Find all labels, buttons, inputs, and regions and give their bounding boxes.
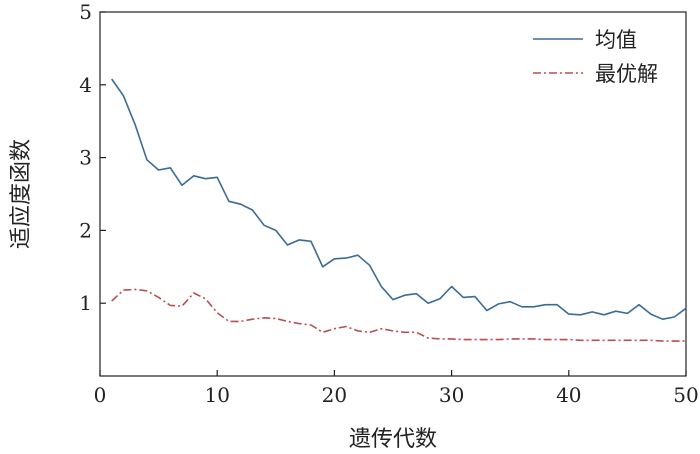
y-axis-ticks: 1 2 3 4 5: [79, 0, 106, 315]
x-tick-label: 30: [439, 383, 464, 407]
x-tick-label: 20: [322, 383, 347, 407]
legend-label-2: 最优解: [595, 62, 658, 86]
legend-label-1: 均值: [595, 28, 637, 52]
y-axis-label: 适应度函数: [9, 139, 34, 249]
y-tick-label: 5: [79, 0, 92, 24]
x-tick-label: 10: [204, 383, 229, 407]
series-layer: [111, 78, 687, 342]
plot-frame: [99, 11, 687, 377]
x-axis-label: 遗传代数: [349, 427, 437, 452]
plot-area: [99, 11, 687, 377]
x-axis-ticks: 0 10 20 30 40 50: [94, 370, 699, 407]
series-line-1: [111, 78, 687, 321]
x-tick-label: 40: [556, 383, 581, 407]
x-tick-label: 50: [673, 383, 698, 407]
y-tick-label: 1: [79, 291, 92, 315]
x-tick-label: 0: [94, 383, 107, 407]
y-tick-label: 2: [79, 218, 92, 242]
series-line-2: [111, 288, 686, 342]
y-tick-label: 4: [79, 73, 92, 97]
y-tick-label: 3: [79, 146, 92, 170]
